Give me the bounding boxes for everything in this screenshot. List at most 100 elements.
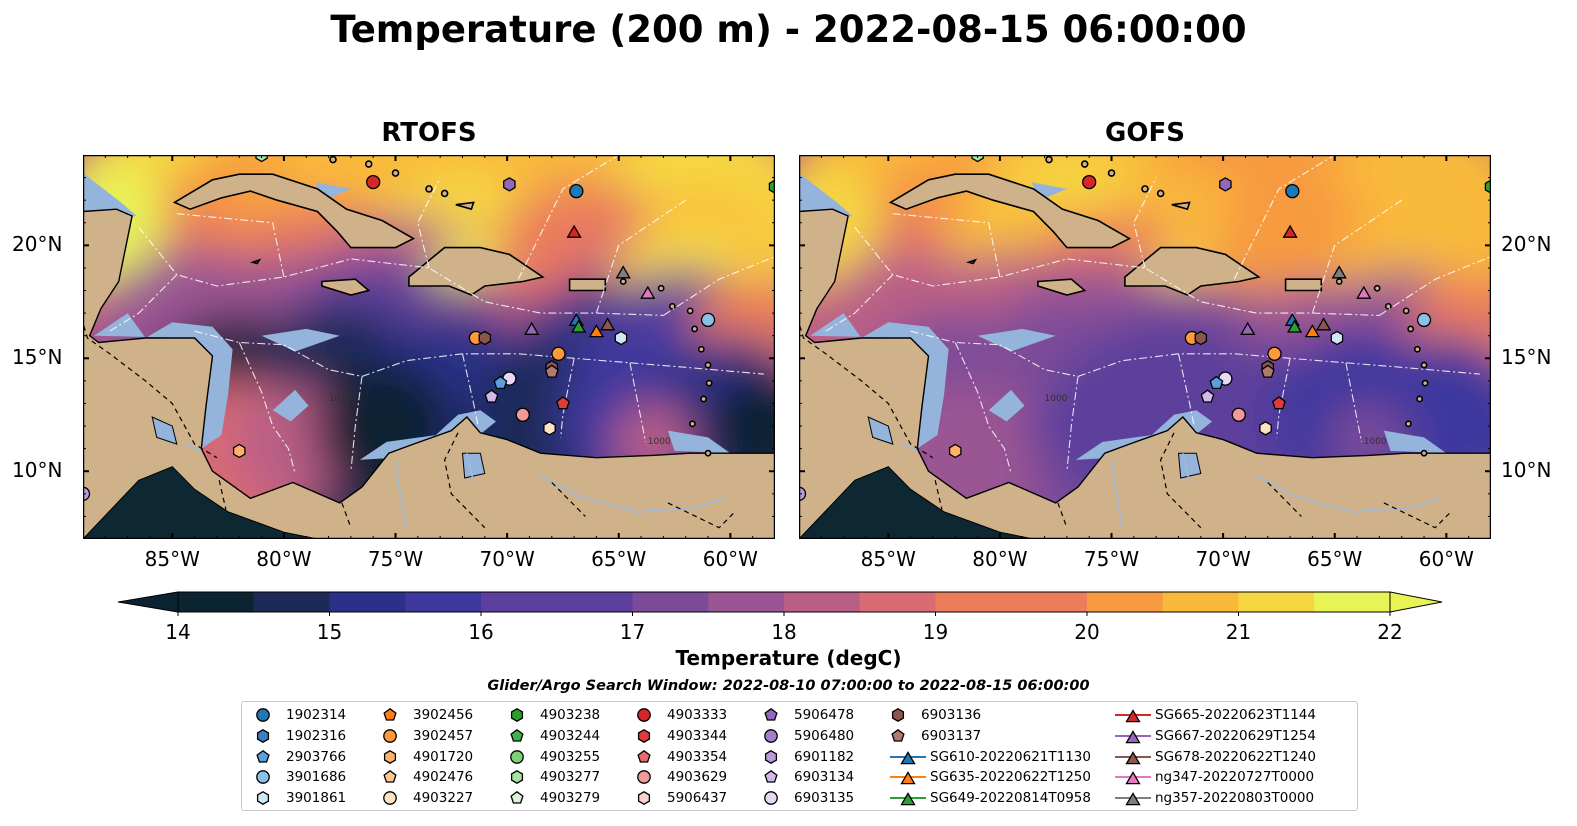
colorbar-segment xyxy=(481,592,558,612)
legend-item: 4903344 xyxy=(635,726,727,746)
legend-marker xyxy=(510,749,524,764)
colorbar-segment xyxy=(1011,592,1088,612)
lat-tick-label: 15°N xyxy=(1501,345,1552,370)
observation-marker xyxy=(569,183,584,199)
lon-tick-label: 65°W xyxy=(1307,547,1363,571)
legend-label: ng347-20220727T0000 xyxy=(1155,769,1315,786)
observation-marker xyxy=(615,265,631,279)
observation-marker xyxy=(478,330,492,346)
legend-marker xyxy=(1125,792,1141,806)
legend-item: 6903137 xyxy=(889,726,981,746)
observation-marker xyxy=(524,321,540,335)
observation-marker xyxy=(948,443,962,459)
search-window-text: Glider/Argo Search Window: 2022-08-10 07… xyxy=(487,678,1090,694)
observation-marker xyxy=(1219,177,1232,192)
colorbar-segment xyxy=(935,592,1012,612)
colorbar-tick-label: 16 xyxy=(468,620,494,644)
legend-marker xyxy=(637,770,651,785)
legend-item: 4903255 xyxy=(508,747,600,767)
observation-marker xyxy=(551,346,566,361)
legend-label: 4903227 xyxy=(413,790,474,807)
legend-marker xyxy=(510,708,524,722)
observation-marker xyxy=(588,324,605,338)
lat-tick-label: 10°N xyxy=(1501,458,1552,483)
colorbar-segment xyxy=(405,592,482,612)
observation-marker xyxy=(232,443,246,459)
legend-item: 5906480 xyxy=(762,726,854,746)
rivers xyxy=(901,443,1440,528)
observation-marker xyxy=(1285,183,1300,199)
legend-item: 2903766 xyxy=(254,747,346,767)
legend-item: 6903135 xyxy=(762,788,854,808)
observation-marker xyxy=(83,486,91,501)
colorbar-segment xyxy=(1087,592,1164,612)
legend-label: 3901861 xyxy=(286,790,347,807)
legend-item: SG610-20220621T1130 xyxy=(889,747,1091,767)
legend-label: 4903333 xyxy=(667,707,728,723)
lon-tick-label: 85°W xyxy=(860,547,916,571)
colorbar-segment xyxy=(556,592,633,612)
observation-markers xyxy=(83,155,775,501)
observation-marker xyxy=(1304,324,1321,338)
lon-tick-label: 70°W xyxy=(1195,547,1251,571)
observation-marker xyxy=(556,396,570,410)
legend: 1902314 1902316 2903766 3901686 3901861 39024… xyxy=(241,701,1358,811)
legend-label: 4903279 xyxy=(540,790,601,807)
colorbar-tick-label: 15 xyxy=(316,620,343,644)
observation-marker xyxy=(768,179,775,194)
legend-label: 4903244 xyxy=(540,727,601,744)
legend-marker xyxy=(256,749,270,763)
colorbar-min-extend xyxy=(117,591,179,613)
colorbar-label: Temperature (degC) xyxy=(675,646,902,670)
map-frame xyxy=(83,155,775,539)
legend-label: 4903344 xyxy=(667,727,728,744)
colorbar-segment xyxy=(1162,592,1239,612)
observation-marker xyxy=(543,421,556,436)
observation-marker xyxy=(700,312,716,328)
legend-item: 4903333 xyxy=(635,705,727,725)
rivers xyxy=(185,443,724,528)
gofs-map: 1000 1000 xyxy=(799,155,1491,539)
legend-marker xyxy=(900,750,916,764)
legend-label: 4903354 xyxy=(667,748,728,765)
legend-item: SG635-20220622T1250 xyxy=(889,767,1091,787)
legend-item: 1902314 xyxy=(254,705,346,725)
legend-marker xyxy=(383,791,397,806)
legend-item: ng357-20220803T0000 xyxy=(1114,788,1314,808)
observation-marker xyxy=(1260,364,1275,378)
legend-item: 4903277 xyxy=(508,767,600,787)
legend-marker xyxy=(764,728,778,743)
lat-tick-label: 10°N xyxy=(12,458,63,483)
legend-item: SG665-20220623T1144 xyxy=(1114,705,1316,725)
legend-item: 4901720 xyxy=(381,747,473,767)
legend-item: SG667-20220629T1254 xyxy=(1114,726,1316,746)
legend-label: 6903134 xyxy=(794,769,855,786)
svg-text:1000: 1000 xyxy=(329,394,352,404)
map-frame xyxy=(799,155,1491,539)
colorbar-segment xyxy=(708,592,785,612)
observation-marker xyxy=(1484,179,1491,194)
legend-marker xyxy=(637,728,651,743)
legend-label: 1902316 xyxy=(286,727,347,744)
gofs-panel-title: GOFS xyxy=(1105,118,1185,148)
legend-item: 5906437 xyxy=(635,788,727,808)
legend-label: 5906437 xyxy=(667,790,728,807)
legend-label: 3901686 xyxy=(286,769,347,786)
observation-marker xyxy=(366,174,381,190)
bathymetry-labels: 1000 1000 xyxy=(329,394,671,447)
observation-marker xyxy=(1356,285,1372,299)
colorbar-segment xyxy=(1238,592,1315,612)
legend-item: 4903227 xyxy=(381,788,473,808)
legend-item: 3901686 xyxy=(254,767,346,787)
observation-marker xyxy=(544,364,559,378)
colorbar xyxy=(117,591,1443,616)
observation-marker xyxy=(1259,421,1272,436)
legend-marker xyxy=(510,791,524,804)
colorbar-segment xyxy=(784,592,861,612)
figure-title: Temperature (200 m) - 2022-08-15 06:00:0… xyxy=(330,8,1247,51)
legend-marker xyxy=(383,770,397,784)
observation-marker xyxy=(1200,389,1215,403)
legend-label: SG610-20220621T1130 xyxy=(930,748,1091,765)
observation-marker xyxy=(1331,265,1347,279)
legend-label: 4903255 xyxy=(540,748,601,765)
